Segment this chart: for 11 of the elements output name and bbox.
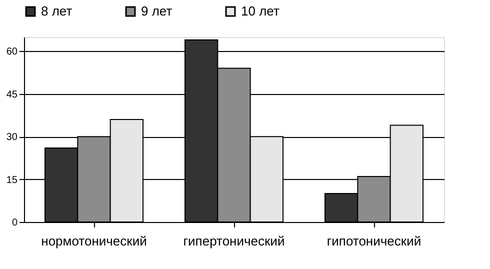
- legend-label: 10 лет: [241, 4, 280, 19]
- y-tick-label: 30: [6, 132, 18, 144]
- y-tick-label: 0: [12, 218, 18, 228]
- x-tick-label: гипертонический: [183, 234, 285, 248]
- y-tick-label: 60: [6, 46, 18, 58]
- legend-label: 8 лет: [41, 4, 72, 19]
- legend-label: 9 лет: [141, 4, 172, 19]
- y-tick-label: 15: [6, 174, 18, 186]
- x-tick-label: гипотонический: [326, 234, 422, 248]
- x-tick-label: нормотонический: [41, 234, 147, 248]
- y-tick-label: 45: [6, 89, 18, 100]
